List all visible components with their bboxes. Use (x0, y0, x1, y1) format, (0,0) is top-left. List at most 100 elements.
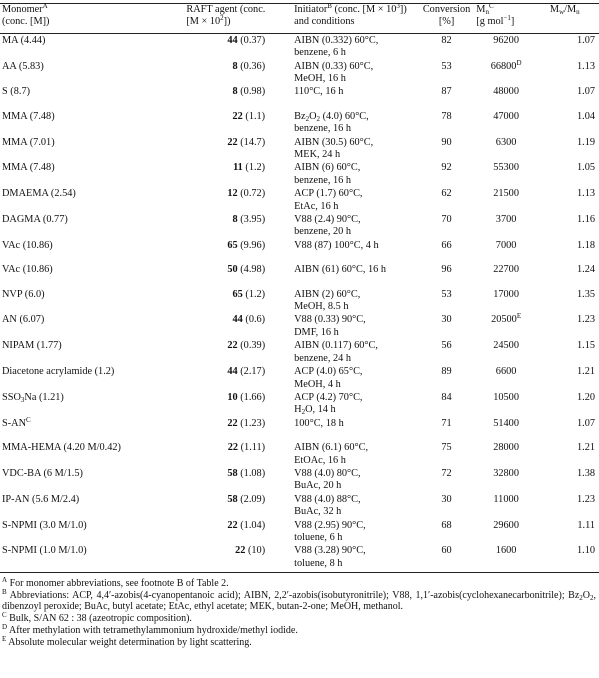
table-row: VAc (10.86) 65 (9.96) V88 (87) 100°C, 4 h 6… (0, 239, 599, 263)
cell-monomer: SSO3Na (1.21) (2, 391, 64, 404)
cell-dispersity: 1.04 (576, 110, 595, 122)
cell-monomer: VAc (10.86) (2, 264, 53, 276)
cell-conversion: 56 (441, 340, 452, 352)
table-row: S-NPMI (3.0 M/1.0) 22 (1.04) V88 (2.95) 90… (0, 519, 599, 545)
table-row: MMA (7.48) 22 (1.1) Bz2O2 (4.0) 60°C, benze… (0, 110, 599, 136)
cell-conversion: 62 (441, 188, 452, 200)
header-initiator: InitiatorB (conc. [M × 103]) and conditio… (285, 3, 423, 34)
cell-dispersity: 1.05 (576, 162, 595, 174)
cell-monomer: AN (6.07) (2, 314, 45, 326)
footnote-b: B Abbreviations: ACP, 4,4′-azobis(4-cyan… (2, 587, 596, 613)
cell-dispersity: 1.23 (576, 314, 595, 326)
cell-mn: 48000 (493, 86, 519, 98)
cell-dispersity: 1.38 (576, 467, 595, 479)
cell-initiator: V88 (4.0) 80°C, BuAc, 20 h (294, 467, 361, 492)
cell-monomer: MMA-HEMA (4.20 M/0.42) (2, 442, 121, 454)
cell-dispersity: 1.20 (576, 391, 595, 403)
cell-raft-agent: 22 (1.04) (227, 519, 266, 531)
cell-raft-agent: 44 (2.17) (227, 366, 266, 378)
cell-raft-agent: 50 (4.98) (227, 264, 266, 276)
header-mn: MnC [g mol−1] (470, 3, 542, 34)
footnote-c: C Bulk, S/AN 62 : 38 (azeotropic composi… (2, 611, 192, 625)
table-body: MA (4.44) 44 (0.37) AIBN (0.332) 60°C, benz… (0, 33, 599, 574)
cell-dispersity: 1.18 (576, 239, 595, 251)
cell-initiator: AIBN (30.5) 60°C, MEK, 24 h (294, 136, 374, 161)
header-raft-agent: RAFT agent (conc. [M × 102]) (172, 4, 286, 34)
table-row: DAGMA (0.77) 8 (3.95) V88 (2.4) 90°C, benze… (0, 213, 599, 239)
cell-raft-agent: 22 (10) (172, 544, 286, 574)
table-row: DMAEMA (2.54) 12 (0.72) ACP (1.7) 60°C, EtA… (0, 187, 599, 213)
cell-raft-agent: 8 (0.36) (232, 60, 266, 72)
cell-mn: 11000 (493, 493, 519, 505)
cell-initiator: AIBN (0.33) 60°C, MeOH, 16 h (294, 60, 374, 85)
cell-monomer: S-ANC (2, 415, 31, 429)
cell-mn: 21500 (493, 188, 519, 200)
cell-raft-agent: 65 (1.2) (232, 288, 266, 300)
cell-raft-agent: 11 (1.2) (233, 162, 266, 174)
cell-initiator: ACP (1.7) 60°C, EtAc, 16 h (294, 188, 363, 212)
cell-monomer: MMA (7.48) (2, 110, 55, 122)
cell-initiator: AIBN (0.332) 60°C, benzene, 6 h (294, 34, 379, 59)
table-row: S (8.7) 8 (0.98) 110°C, 16 h 87 48000 1.07 (0, 85, 599, 109)
cell-dispersity: 1.07 (576, 34, 595, 46)
cell-dispersity: 1.15 (576, 340, 595, 352)
cell-dispersity: 1.16 (576, 214, 595, 226)
cell-initiator: AIBN (2) 60°C, MeOH, 8.5 h (294, 288, 361, 313)
cell-monomer: IP-AN (5.6 M/2.4) (2, 493, 80, 505)
cell-monomer: MMA (7.48) (2, 162, 55, 174)
cell-mn: 32800 (493, 467, 519, 479)
cell-raft-agent: 22 (14.7) (227, 136, 266, 148)
header-conversion: Conversion [%] (422, 4, 471, 34)
cell-raft-agent: 44 (0.37) (227, 34, 266, 46)
table-row: VAc (10.86) 50 (4.98) AIBN (61) 60°C, 16 h… (0, 263, 599, 287)
cell-conversion: 89 (441, 366, 452, 378)
cell-conversion: 84 (441, 391, 452, 403)
cell-initiator: V88 (2.95) 90°C, toluene, 6 h (294, 519, 366, 543)
table-row: S-NPMI (1.0 M/1.0) 22 (10) V88 (3.28) 90°C… (0, 544, 599, 574)
table-footnotes: A For monomer abbreviations, see footnot… (2, 577, 596, 648)
cell-conversion: 72 (441, 467, 452, 479)
cell-monomer: Diacetone acrylamide (1.2) (2, 366, 115, 378)
raft-polymerization-table: MonomerA (conc. [M]) RAFT agent (conc. [M … (0, 3, 599, 574)
table-row: AN (6.07) 44 (0.6) V88 (0.33) 90°C, DMF, 16… (0, 313, 599, 339)
table-row: MMA-HEMA (4.20 M/0.42) 22 (1.11) AIBN (6.1… (0, 441, 599, 467)
cell-initiator: V88 (4.0) 88°C, BuAc, 32 h (294, 493, 361, 518)
cell-dispersity: 1.23 (576, 493, 595, 505)
cell-initiator: ACP (4.2) 70°C, H2O, 14 h (294, 391, 363, 417)
cell-mn: 47000 (493, 110, 519, 122)
cell-dispersity: 1.19 (576, 136, 595, 148)
cell-monomer: S (8.7) (2, 86, 31, 98)
cell-conversion: 30 (441, 493, 452, 505)
cell-dispersity: 1.24 (576, 264, 595, 276)
cell-dispersity: 1.35 (576, 288, 595, 300)
table-row: SSO3Na (1.21) 10 (1.66) ACP (4.2) 70°C, H2O… (0, 391, 599, 417)
cell-monomer: VAc (10.86) (2, 239, 53, 251)
cell-raft-agent: 22 (1.23) (227, 417, 266, 429)
cell-conversion: 68 (441, 519, 452, 531)
cell-raft-agent: 58 (2.09) (227, 493, 266, 505)
footnote-d: D After methylation with tetramethylammo… (2, 622, 298, 636)
cell-conversion: 75 (441, 442, 452, 454)
header-monomer: MonomerA (conc. [M]) (0, 3, 173, 34)
cell-mn: 55300 (493, 162, 519, 174)
cell-monomer: NVP (6.0) (2, 288, 45, 300)
cell-mn: 3700 (495, 214, 517, 226)
cell-conversion: 71 (441, 417, 452, 429)
cell-raft-agent: 12 (0.72) (227, 188, 266, 200)
cell-monomer: NIPAM (1.77) (2, 340, 62, 352)
cell-raft-agent: 44 (0.6) (232, 314, 266, 326)
table-row: AA (5.83) 8 (0.36) AIBN (0.33) 60°C, MeOH, … (0, 58, 599, 86)
cell-mn: 17000 (493, 288, 519, 300)
cell-mn: 20500E (491, 312, 522, 326)
cell-initiator: V88 (2.4) 90°C, benzene, 20 h (294, 214, 361, 238)
cell-initiator: AIBN (0.117) 60°C, benzene, 24 h (294, 340, 378, 364)
cell-raft-agent: 22 (1.1) (232, 110, 266, 122)
cell-mn: 10500 (493, 391, 519, 403)
cell-mn: 29600 (493, 519, 519, 531)
cell-raft-agent: 10 (1.66) (227, 391, 266, 403)
table-row: NVP (6.0) 65 (1.2) AIBN (2) 60°C, MeOH, 8.5… (0, 288, 599, 314)
cell-mn: 28000 (493, 442, 519, 454)
cell-mn: 66800D (490, 58, 522, 72)
table-header-row: MonomerA (conc. [M]) RAFT agent (conc. [M … (0, 3, 599, 34)
